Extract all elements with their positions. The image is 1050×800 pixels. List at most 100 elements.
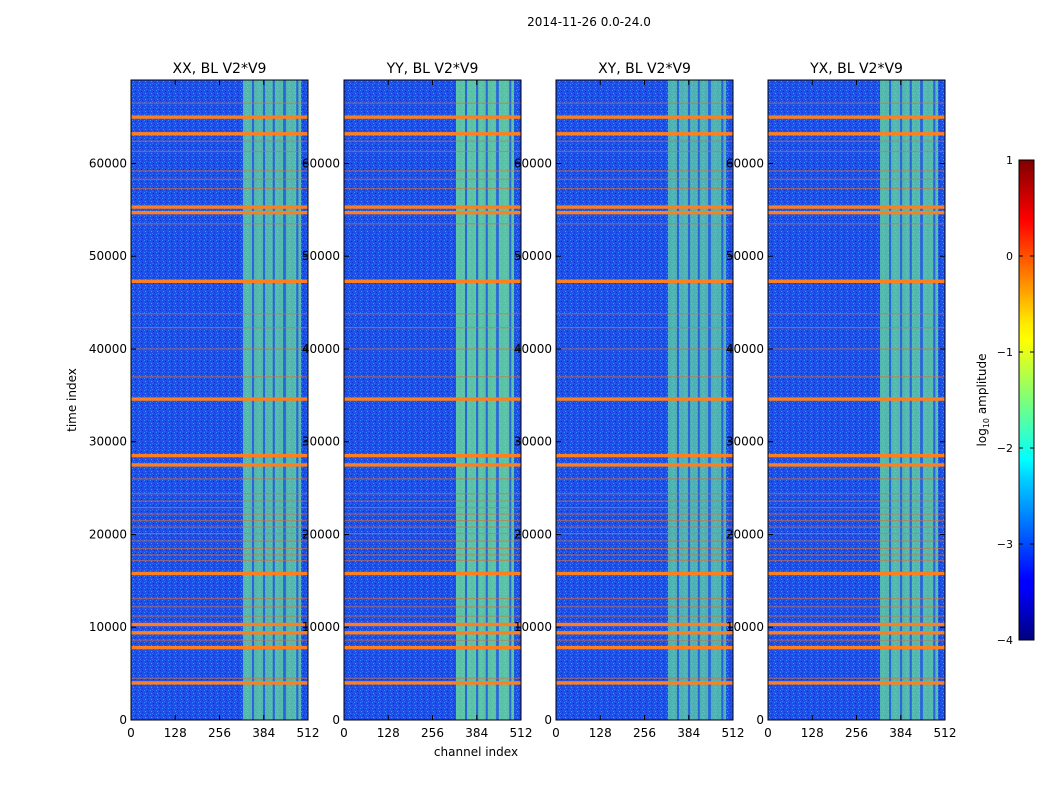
figure-suptitle: 2014-11-26 0.0-24.0	[527, 15, 651, 29]
flagged-row	[768, 205, 945, 209]
flagged-row	[556, 313, 733, 315]
flagged-row	[556, 519, 733, 522]
y-tick-label: 40000	[514, 342, 552, 356]
flagged-row	[344, 571, 521, 576]
flagged-row	[768, 526, 945, 528]
flagged-row	[344, 210, 521, 215]
x-axis-label: channel index	[434, 745, 518, 759]
flagged-row	[768, 554, 945, 556]
flagged-row	[556, 615, 733, 617]
flagged-row	[344, 526, 521, 528]
flagged-row	[344, 554, 521, 556]
flagged-row	[556, 597, 733, 600]
flagged-row	[556, 178, 733, 180]
y-tick-label: 10000	[514, 620, 552, 634]
flagged-row	[556, 132, 733, 136]
x-tick-label: 384	[889, 726, 912, 740]
flagged-row	[556, 681, 733, 685]
flagged-row	[768, 493, 945, 495]
x-tick-label: 128	[164, 726, 187, 740]
flagged-row	[768, 313, 945, 315]
flagged-row	[131, 513, 308, 515]
y-tick-label: 40000	[302, 342, 340, 356]
flagged-row	[344, 115, 521, 119]
flagged-row	[556, 397, 733, 401]
y-tick-label: 40000	[726, 342, 764, 356]
flagged-row	[768, 571, 945, 576]
flagged-row	[344, 140, 521, 142]
flagged-row	[131, 327, 308, 329]
flagged-row	[344, 132, 521, 136]
x-tick-label: 384	[677, 726, 700, 740]
flagged-row	[344, 187, 521, 190]
flagged-row	[768, 622, 945, 627]
flagged-row	[131, 559, 308, 562]
flagged-row	[556, 463, 733, 467]
flagged-row	[344, 532, 521, 535]
flagged-row	[131, 463, 308, 467]
flagged-row	[131, 132, 308, 136]
x-tick-label: 256	[421, 726, 444, 740]
flagged-row	[344, 279, 521, 283]
y-tick-label: 10000	[89, 620, 127, 634]
colorbar-label: log10 amplitude	[975, 354, 991, 447]
colorbar-tick-label: 1	[1006, 154, 1013, 167]
y-tick-label: 30000	[89, 435, 127, 449]
flagged-row	[344, 519, 521, 522]
panel: 0 128 256 384 512 0 10000 20000 30000 40000 50000 6…	[302, 61, 533, 740]
flagged-row	[768, 376, 945, 378]
flagged-row	[131, 554, 308, 556]
flagged-row	[556, 559, 733, 562]
flagged-row	[131, 205, 308, 209]
flagged-row	[131, 597, 308, 600]
flagged-row	[131, 397, 308, 401]
flagged-row	[131, 681, 308, 685]
flagged-row	[768, 513, 945, 515]
flagged-row	[344, 463, 521, 467]
flagged-row	[556, 327, 733, 329]
colorbar-tick-label: −4	[997, 634, 1013, 647]
flagged-row	[556, 540, 733, 542]
flagged-row	[556, 606, 733, 608]
flagged-row	[556, 513, 733, 515]
flagged-row	[556, 140, 733, 142]
flagged-row	[556, 279, 733, 283]
flagged-row	[131, 187, 308, 190]
x-tick-label: 384	[465, 726, 488, 740]
panel-title: YY, BL V2*V9	[386, 61, 479, 77]
flagged-row	[344, 500, 521, 502]
flagged-row	[556, 150, 733, 153]
flagged-row	[131, 500, 308, 502]
flagged-row	[556, 453, 733, 458]
colorbar-tick-label: −1	[997, 346, 1013, 359]
flagged-row	[556, 547, 733, 550]
flagged-row	[131, 519, 308, 522]
x-tick-label: 0	[340, 726, 348, 740]
flagged-row	[344, 313, 521, 315]
x-tick-label: 512	[510, 726, 533, 740]
y-tick-label: 60000	[514, 156, 552, 170]
y-tick-label: 60000	[726, 156, 764, 170]
flagged-row	[556, 631, 733, 635]
y-tick-label: 60000	[302, 156, 340, 170]
flagged-row	[131, 615, 308, 617]
y-tick-label: 20000	[514, 527, 552, 541]
flagged-row	[768, 115, 945, 119]
x-tick-label: 256	[208, 726, 231, 740]
flagged-row	[131, 102, 308, 104]
colorbar-tick-label: 0	[1006, 250, 1013, 263]
flagged-row	[344, 397, 521, 401]
flagged-row	[131, 532, 308, 535]
flagged-row	[768, 540, 945, 542]
flagged-row	[131, 622, 308, 627]
flagged-row	[556, 639, 733, 641]
flagged-row	[556, 187, 733, 190]
flagged-row	[768, 453, 945, 458]
flagged-row	[131, 506, 308, 509]
flagged-row	[131, 571, 308, 576]
flagged-row	[131, 115, 308, 119]
flagged-row	[768, 639, 945, 641]
flagged-row	[131, 493, 308, 495]
y-axis-label: time index	[65, 368, 79, 432]
flagged-row	[556, 677, 733, 679]
